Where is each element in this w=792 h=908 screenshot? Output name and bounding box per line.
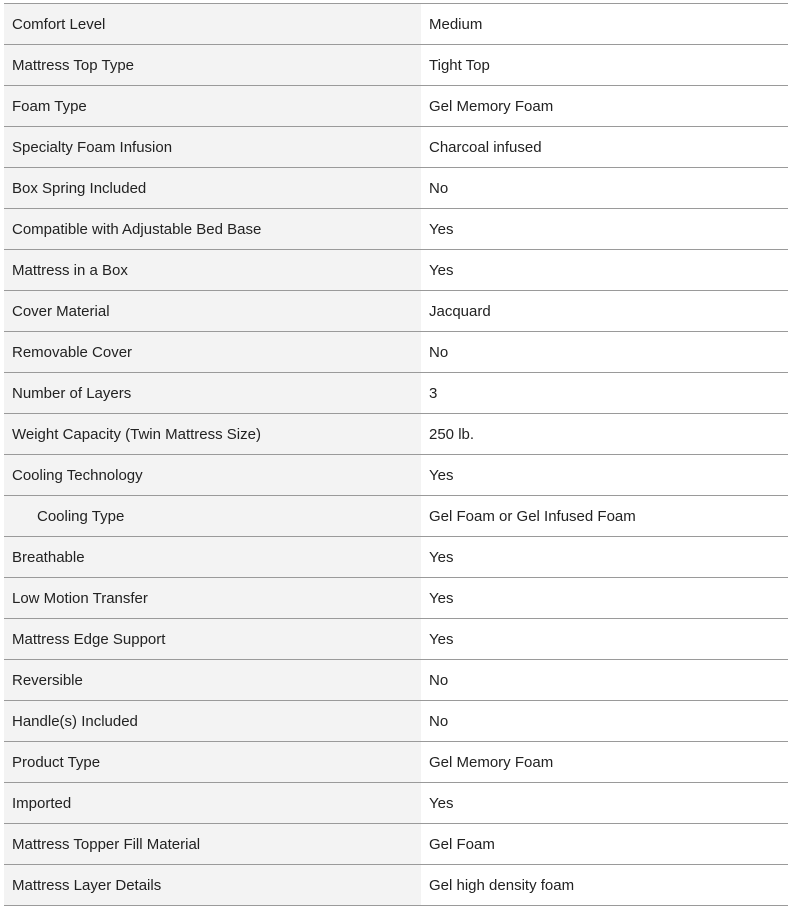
spec-label: Box Spring Included: [4, 167, 421, 209]
spec-value: No: [421, 659, 788, 701]
spec-label: Mattress Topper Fill Material: [4, 823, 421, 865]
spec-value: Tight Top: [421, 44, 788, 86]
spec-value: Gel Memory Foam: [421, 741, 788, 783]
spec-label: Low Motion Transfer: [4, 577, 421, 619]
specifications-body: Comfort Level Medium Mattress Top Type Tigh…: [4, 3, 788, 906]
spec-label: Foam Type: [4, 85, 421, 127]
spec-row: Cooling Technology Yes: [4, 454, 788, 496]
spec-label: Handle(s) Included: [4, 700, 421, 742]
spec-row: Cover Material Jacquard: [4, 290, 788, 332]
spec-value: Gel Foam: [421, 823, 788, 865]
spec-label: Removable Cover: [4, 331, 421, 373]
spec-row: Mattress in a Box Yes: [4, 249, 788, 291]
spec-row: Mattress Top Type Tight Top: [4, 44, 788, 86]
spec-row: Specialty Foam Infusion Charcoal infused: [4, 126, 788, 168]
spec-label: Specialty Foam Infusion: [4, 126, 421, 168]
spec-label: Mattress in a Box: [4, 249, 421, 291]
spec-value: Yes: [421, 208, 788, 250]
spec-value: Yes: [421, 454, 788, 496]
spec-label: Mattress Layer Details: [4, 864, 421, 906]
spec-row: Cooling Type Gel Foam or Gel Infused Foam: [4, 495, 788, 537]
spec-label: Breathable: [4, 536, 421, 578]
spec-row: Weight Capacity (Twin Mattress Size) 250 …: [4, 413, 788, 455]
spec-label: Cover Material: [4, 290, 421, 332]
spec-row: Low Motion Transfer Yes: [4, 577, 788, 619]
spec-row: Mattress Edge Support Yes: [4, 618, 788, 660]
spec-value: No: [421, 700, 788, 742]
spec-value: Gel high density foam: [421, 864, 788, 906]
spec-label: Imported: [4, 782, 421, 824]
spec-row: Mattress Topper Fill Material Gel Foam: [4, 823, 788, 865]
specifications-table: Comfort Level Medium Mattress Top Type Tigh…: [4, 3, 788, 906]
spec-row: Breathable Yes: [4, 536, 788, 578]
spec-row: Foam Type Gel Memory Foam: [4, 85, 788, 127]
spec-value: Yes: [421, 536, 788, 578]
spec-row: Compatible with Adjustable Bed Base Yes: [4, 208, 788, 250]
spec-label: Product Type: [4, 741, 421, 783]
spec-label: Mattress Edge Support: [4, 618, 421, 660]
spec-label: Mattress Top Type: [4, 44, 421, 86]
spec-row: Reversible No: [4, 659, 788, 701]
spec-value: Gel Memory Foam: [421, 85, 788, 127]
spec-value: Yes: [421, 782, 788, 824]
spec-row: Number of Layers 3: [4, 372, 788, 414]
spec-label: Weight Capacity (Twin Mattress Size): [4, 413, 421, 455]
spec-value: Charcoal infused: [421, 126, 788, 168]
spec-value: 250 lb.: [421, 413, 788, 455]
spec-row: Comfort Level Medium: [4, 3, 788, 45]
spec-value: No: [421, 331, 788, 373]
spec-row: Product Type Gel Memory Foam: [4, 741, 788, 783]
spec-value: 3: [421, 372, 788, 414]
spec-row: Mattress Layer Details Gel high density f…: [4, 864, 788, 906]
spec-row: Box Spring Included No: [4, 167, 788, 209]
spec-label: Cooling Type: [4, 495, 421, 537]
spec-value: Gel Foam or Gel Infused Foam: [421, 495, 788, 537]
spec-label: Comfort Level: [4, 3, 421, 45]
spec-row: Handle(s) Included No: [4, 700, 788, 742]
spec-label: Number of Layers: [4, 372, 421, 414]
spec-row: Imported Yes: [4, 782, 788, 824]
spec-value: No: [421, 167, 788, 209]
spec-value: Medium: [421, 3, 788, 45]
spec-value: Jacquard: [421, 290, 788, 332]
spec-value: Yes: [421, 249, 788, 291]
spec-value: Yes: [421, 577, 788, 619]
spec-row: Removable Cover No: [4, 331, 788, 373]
spec-label: Cooling Technology: [4, 454, 421, 496]
spec-value: Yes: [421, 618, 788, 660]
spec-label: Compatible with Adjustable Bed Base: [4, 208, 421, 250]
spec-label: Reversible: [4, 659, 421, 701]
